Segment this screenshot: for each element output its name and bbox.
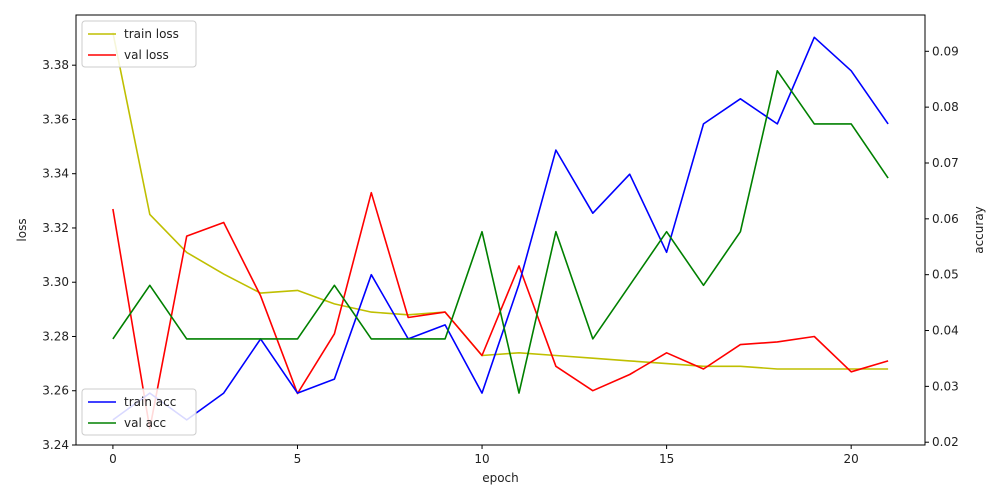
series-line-train-acc	[112, 36, 889, 421]
x-tick-label: 20	[844, 452, 859, 466]
legend-label-train-loss: train loss	[124, 27, 179, 41]
left-axis-ticks: 3.24 3.26 3.28 3.30 3.32 3.34 3.36 3.38	[42, 58, 76, 452]
right-tick-label: 0.03	[932, 379, 959, 393]
left-tick-label: 3.26	[42, 384, 69, 398]
left-tick-label: 3.28	[42, 329, 69, 343]
right-axis-label: accuray	[972, 206, 986, 254]
legend-loss: train loss val loss	[81, 20, 197, 68]
x-tick-label: 5	[294, 452, 302, 466]
right-tick-label: 0.07	[932, 156, 959, 170]
left-tick-label: 3.38	[42, 58, 69, 72]
left-axis-label: loss	[15, 218, 29, 241]
x-tick-label: 10	[474, 452, 489, 466]
x-axis-label: epoch	[482, 471, 519, 485]
series-line-train-loss	[112, 32, 889, 370]
right-tick-label: 0.09	[932, 44, 959, 58]
legend-label-val-loss: val loss	[124, 48, 169, 62]
right-tick-label: 0.04	[932, 324, 959, 338]
right-tick-label: 0.08	[932, 100, 959, 114]
series-layer	[112, 32, 889, 430]
x-tick-label: 0	[109, 452, 117, 466]
legend-accuracy: train acc val acc	[81, 388, 197, 436]
right-tick-label: 0.06	[932, 212, 959, 226]
legend-label-train-acc: train acc	[124, 395, 176, 409]
left-tick-label: 3.32	[42, 221, 69, 235]
x-axis-ticks: 0 5 10 15 20	[109, 445, 859, 466]
right-tick-label: 0.02	[932, 435, 959, 449]
left-tick-label: 3.34	[42, 167, 69, 181]
left-tick-label: 3.36	[42, 112, 69, 126]
x-tick-label: 15	[659, 452, 674, 466]
plot-frame	[75, 14, 926, 446]
left-tick-label: 3.24	[42, 438, 69, 452]
series-line-val-acc	[112, 70, 889, 394]
right-axis-ticks: 0.02 0.03 0.04 0.05 0.06 0.07 0.08 0.09	[925, 44, 959, 449]
legend-label-val-acc: val acc	[124, 416, 166, 430]
left-tick-label: 3.30	[42, 275, 69, 289]
right-tick-label: 0.05	[932, 268, 959, 282]
